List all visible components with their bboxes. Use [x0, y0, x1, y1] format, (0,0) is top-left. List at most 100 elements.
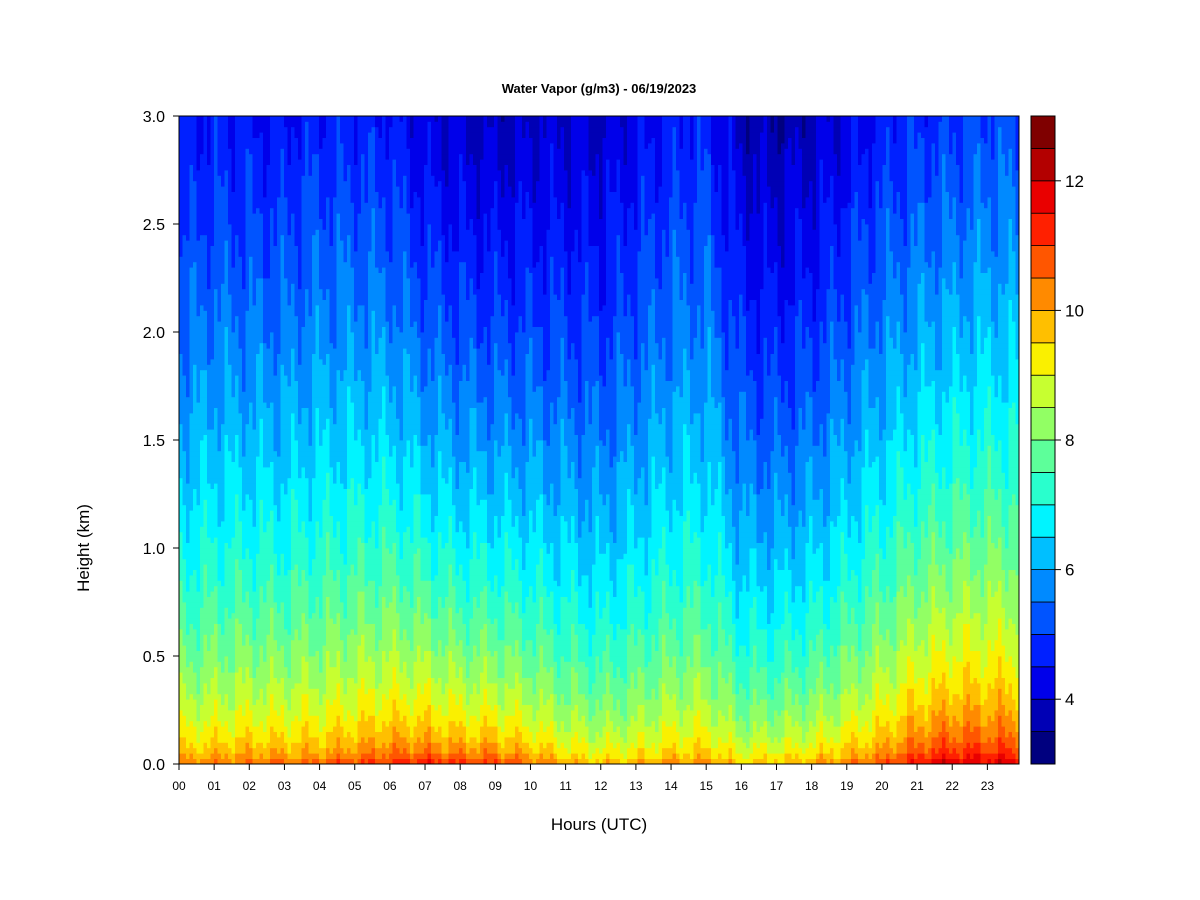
- heatmap-cell: [221, 451, 225, 457]
- heatmap-cell: [281, 602, 285, 608]
- heatmap-cell: [239, 618, 243, 624]
- heatmap-cell: [302, 240, 306, 246]
- heatmap-cell: [186, 526, 190, 532]
- heatmap-cell: [256, 359, 260, 365]
- heatmap-cell: [186, 586, 190, 592]
- heatmap-cell: [221, 224, 225, 230]
- heatmap-cell: [239, 494, 243, 500]
- heatmap-cell: [319, 526, 323, 532]
- heatmap-cell: [186, 694, 190, 700]
- heatmap-cell: [190, 694, 194, 700]
- heatmap-cell: [246, 310, 250, 316]
- heatmap-cell: [277, 192, 281, 198]
- heatmap-cell: [228, 413, 232, 419]
- heatmap-cell: [284, 575, 288, 581]
- heatmap-cell: [305, 656, 309, 662]
- heatmap-cell: [211, 267, 215, 273]
- heatmap-cell: [302, 445, 306, 451]
- heatmap-cell: [193, 181, 197, 187]
- heatmap-cell: [281, 300, 285, 306]
- heatmap-cell: [291, 624, 295, 630]
- heatmap-cell: [200, 537, 204, 543]
- heatmap-cell: [221, 472, 225, 478]
- heatmap-cell: [207, 553, 211, 559]
- heatmap-cell: [200, 651, 204, 657]
- heatmap-cell: [239, 699, 243, 705]
- heatmap-cell: [305, 564, 309, 570]
- heatmap-cell: [295, 213, 299, 219]
- heatmap-cell: [193, 332, 197, 338]
- heatmap-cell: [246, 332, 250, 338]
- heatmap-cell: [183, 165, 187, 171]
- heatmap-cell: [190, 726, 194, 732]
- heatmap-cell: [319, 143, 323, 149]
- heatmap-cell: [221, 132, 225, 138]
- heatmap-cell: [242, 440, 246, 446]
- heatmap-cell: [309, 197, 313, 203]
- heatmap-cell: [295, 510, 299, 516]
- heatmap-cell: [214, 672, 218, 678]
- heatmap-cell: [183, 483, 187, 489]
- heatmap-cell: [309, 651, 313, 657]
- heatmap-cell: [211, 451, 215, 457]
- heatmap-cell: [267, 472, 271, 478]
- heatmap-cell: [232, 192, 236, 198]
- heatmap-cell: [281, 467, 285, 473]
- heatmap-cell: [249, 505, 253, 511]
- heatmap-cell: [246, 661, 250, 667]
- heatmap-cell: [193, 721, 197, 727]
- heatmap-cell: [193, 624, 197, 630]
- heatmap-cell: [232, 499, 236, 505]
- heatmap-cell: [323, 726, 327, 732]
- heatmap-cell: [221, 699, 225, 705]
- heatmap-cell: [225, 456, 229, 462]
- heatmap-cell: [221, 310, 225, 316]
- heatmap-cell: [319, 742, 323, 748]
- heatmap-cell: [288, 289, 292, 295]
- heatmap-cell: [291, 381, 295, 387]
- heatmap-cell: [221, 121, 225, 127]
- heatmap-cell: [200, 229, 204, 235]
- heatmap-cell: [305, 278, 309, 284]
- heatmap-cell: [190, 543, 194, 549]
- heatmap-cell: [312, 402, 316, 408]
- heatmap-cell: [319, 694, 323, 700]
- heatmap-cell: [225, 359, 229, 365]
- heatmap-cell: [239, 413, 243, 419]
- heatmap-cell: [197, 748, 201, 754]
- heatmap-cell: [312, 283, 316, 289]
- heatmap-cell: [316, 618, 320, 624]
- heatmap-cell: [183, 548, 187, 554]
- heatmap-cell: [232, 159, 236, 165]
- heatmap-cell: [260, 316, 264, 322]
- heatmap-cell: [312, 726, 316, 732]
- heatmap-cell: [218, 753, 222, 759]
- heatmap-cell: [298, 192, 302, 198]
- heatmap-cell: [190, 332, 194, 338]
- heatmap-cell: [193, 213, 197, 219]
- heatmap-cell: [225, 634, 229, 640]
- heatmap-cell: [214, 645, 218, 651]
- heatmap-cell: [309, 462, 313, 468]
- heatmap-cell: [260, 445, 264, 451]
- heatmap-cell: [179, 359, 183, 365]
- heatmap-cell: [204, 672, 208, 678]
- heatmap-cell: [211, 408, 215, 414]
- heatmap-cell: [309, 229, 313, 235]
- heatmap-cell: [242, 300, 246, 306]
- heatmap-cell: [284, 748, 288, 754]
- heatmap-cell: [239, 451, 243, 457]
- heatmap-cell: [316, 440, 320, 446]
- heatmap-cell: [242, 602, 246, 608]
- heatmap-cell: [249, 489, 253, 495]
- heatmap-cell: [232, 597, 236, 603]
- heatmap-cell: [246, 283, 250, 289]
- heatmap-cell: [232, 235, 236, 241]
- heatmap-cell: [288, 472, 292, 478]
- heatmap-cell: [302, 235, 306, 241]
- heatmap-cell: [291, 175, 295, 181]
- heatmap-cell: [319, 721, 323, 727]
- heatmap-cell: [302, 294, 306, 300]
- heatmap-cell: [207, 613, 211, 619]
- heatmap-cell: [277, 316, 281, 322]
